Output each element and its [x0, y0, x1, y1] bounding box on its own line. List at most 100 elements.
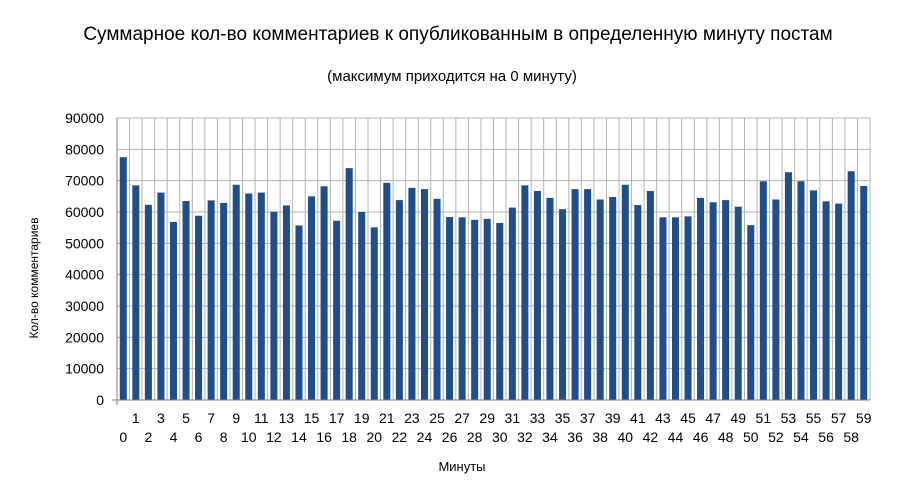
bar-minute-56 [822, 201, 830, 400]
bar-minute-3 [157, 192, 165, 400]
x-tick-label: 20 [366, 429, 382, 445]
x-tick-label: 22 [392, 429, 408, 445]
chart-subtitle: (максимум приходится на 0 минуту) [327, 68, 577, 85]
y-tick-labels: 0 10000 20000 30000 40000 50000 60000 70000 8000… [65, 110, 104, 408]
bar-minute-36 [571, 189, 579, 400]
x-tick-label: 56 [818, 429, 834, 445]
bar-minute-5 [182, 201, 190, 400]
x-tick-label: 0 [119, 429, 127, 445]
bars [119, 157, 868, 400]
bar-minute-44 [671, 217, 679, 400]
bar-minute-31 [508, 207, 516, 400]
bar-minute-17 [333, 220, 341, 400]
x-tick-label: 41 [630, 410, 646, 426]
x-tick-label: 53 [781, 410, 797, 426]
chart-title: Суммарное кол-во комментариев к опублико… [83, 24, 832, 45]
bar-minute-22 [395, 200, 403, 400]
x-tick-label: 59 [856, 410, 872, 426]
bar-minute-50 [747, 225, 755, 400]
bar-minute-49 [734, 206, 742, 400]
x-tick-label: 38 [592, 429, 608, 445]
bar-minute-12 [270, 211, 278, 400]
x-tick-label: 15 [304, 410, 320, 426]
x-tick-label: 23 [404, 410, 420, 426]
y-tick-label: 20000 [65, 329, 104, 345]
x-tick-label: 42 [643, 429, 659, 445]
x-tick-label: 10 [241, 429, 257, 445]
bar-minute-0 [119, 157, 127, 400]
x-tick-label: 7 [207, 410, 215, 426]
bar-minute-21 [383, 182, 391, 400]
x-tick-label: 2 [144, 429, 152, 445]
x-tick-label: 57 [831, 410, 847, 426]
bar-minute-59 [860, 185, 868, 400]
x-tick-label: 55 [806, 410, 822, 426]
x-tick-label: 33 [530, 410, 546, 426]
bar-minute-1 [132, 185, 140, 400]
bar-minute-24 [420, 189, 428, 400]
x-axis-label: Минуты [438, 459, 485, 474]
x-tick-label: 12 [266, 429, 282, 445]
bar-minute-18 [345, 168, 353, 400]
bar-minute-8 [220, 202, 228, 400]
bar-minute-28 [471, 219, 479, 400]
bar-minute-54 [797, 181, 805, 400]
x-tick-label: 17 [329, 410, 345, 426]
bar-minute-55 [810, 190, 818, 400]
x-tick-label: 58 [843, 429, 859, 445]
bar-minute-30 [496, 222, 504, 400]
bar-minute-52 [772, 199, 780, 400]
bar-minute-26 [446, 217, 454, 400]
bar-minute-16 [320, 186, 328, 400]
x-tick-label: 40 [617, 429, 633, 445]
x-tick-label: 26 [442, 429, 458, 445]
x-tick-label: 45 [680, 410, 696, 426]
bar-minute-14 [295, 225, 303, 400]
bar-minute-35 [559, 209, 567, 400]
x-tick-label: 37 [580, 410, 596, 426]
bar-minute-47 [709, 202, 717, 400]
bar-minute-38 [596, 199, 604, 400]
y-tick-label: 10000 [65, 361, 104, 377]
bar-minute-39 [609, 196, 617, 400]
bar-minute-42 [646, 191, 654, 400]
bar-minute-51 [759, 181, 767, 400]
y-axis-label: Кол-во комментариев [27, 218, 41, 339]
bar-minute-37 [584, 189, 592, 400]
bar-minute-32 [521, 185, 529, 400]
x-tick-label: 52 [768, 429, 784, 445]
x-tick-label: 47 [705, 410, 721, 426]
x-tick-label: 24 [417, 429, 433, 445]
x-tick-label: 19 [354, 410, 370, 426]
bar-minute-27 [458, 217, 466, 400]
x-tick-label: 6 [195, 429, 203, 445]
x-tick-label: 9 [232, 410, 240, 426]
grid [116, 117, 871, 401]
bar-minute-13 [282, 205, 290, 400]
bar-minute-57 [835, 203, 843, 400]
x-tick-label: 4 [170, 429, 178, 445]
x-tick-label: 5 [182, 410, 190, 426]
y-tick-label: 40000 [65, 267, 104, 283]
x-tick-label: 18 [341, 429, 357, 445]
x-tick-label: 8 [220, 429, 228, 445]
x-tick-label: 3 [157, 410, 165, 426]
x-tick-label: 13 [279, 410, 295, 426]
bar-minute-45 [684, 216, 692, 400]
x-tick-label: 27 [454, 410, 470, 426]
x-tick-label: 49 [730, 410, 746, 426]
bar-minute-9 [232, 184, 240, 400]
x-tick-label: 31 [505, 410, 521, 426]
x-tick-label: 51 [756, 410, 772, 426]
bar-minute-53 [784, 172, 792, 400]
bar-minute-43 [659, 217, 667, 400]
y-tick-label: 50000 [65, 235, 104, 251]
bar-minute-19 [358, 212, 366, 400]
bar-minute-10 [245, 193, 253, 400]
bar-minute-29 [483, 218, 491, 400]
x-tick-label: 34 [542, 429, 558, 445]
y-tick-label: 70000 [65, 173, 104, 189]
bar-minute-48 [722, 200, 730, 400]
